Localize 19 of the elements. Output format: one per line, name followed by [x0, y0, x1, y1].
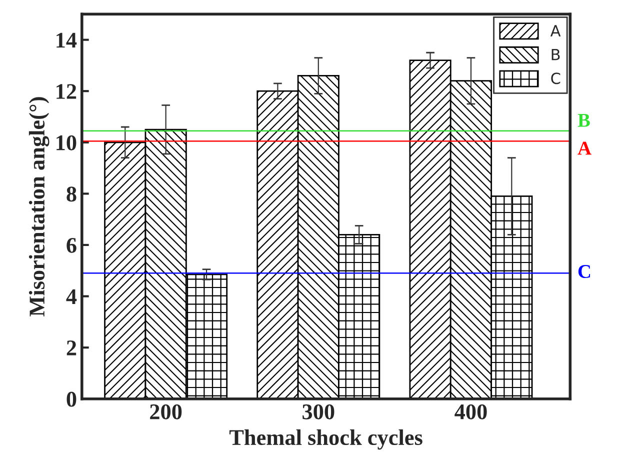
ref-line-label: B [578, 114, 590, 127]
y-tick-label: 14 [56, 32, 77, 48]
y-tick-label: 10 [56, 135, 76, 150]
x-axis-title: Themal shock cycles [229, 429, 422, 450]
legend-label: B [552, 48, 560, 60]
ref-line-label: C [578, 264, 590, 278]
y-axis-title: Misorientation angle(°) [28, 97, 50, 316]
x-tick-label: 300 [302, 404, 334, 420]
y-tick-label: 2 [66, 340, 76, 356]
ref-line-label: A [578, 142, 592, 155]
y-tick-label: 0 [66, 392, 76, 407]
x-tick-label: 400 [454, 404, 487, 420]
y-tick-label: 4 [66, 289, 77, 304]
y-tick-label: 6 [66, 238, 76, 253]
y-tick-label: 8 [66, 186, 76, 202]
legend-label: C [551, 72, 560, 84]
y-tick-label: 12 [56, 84, 76, 99]
x-tick-label: 200 [150, 404, 182, 420]
legend-label: A [550, 25, 561, 36]
